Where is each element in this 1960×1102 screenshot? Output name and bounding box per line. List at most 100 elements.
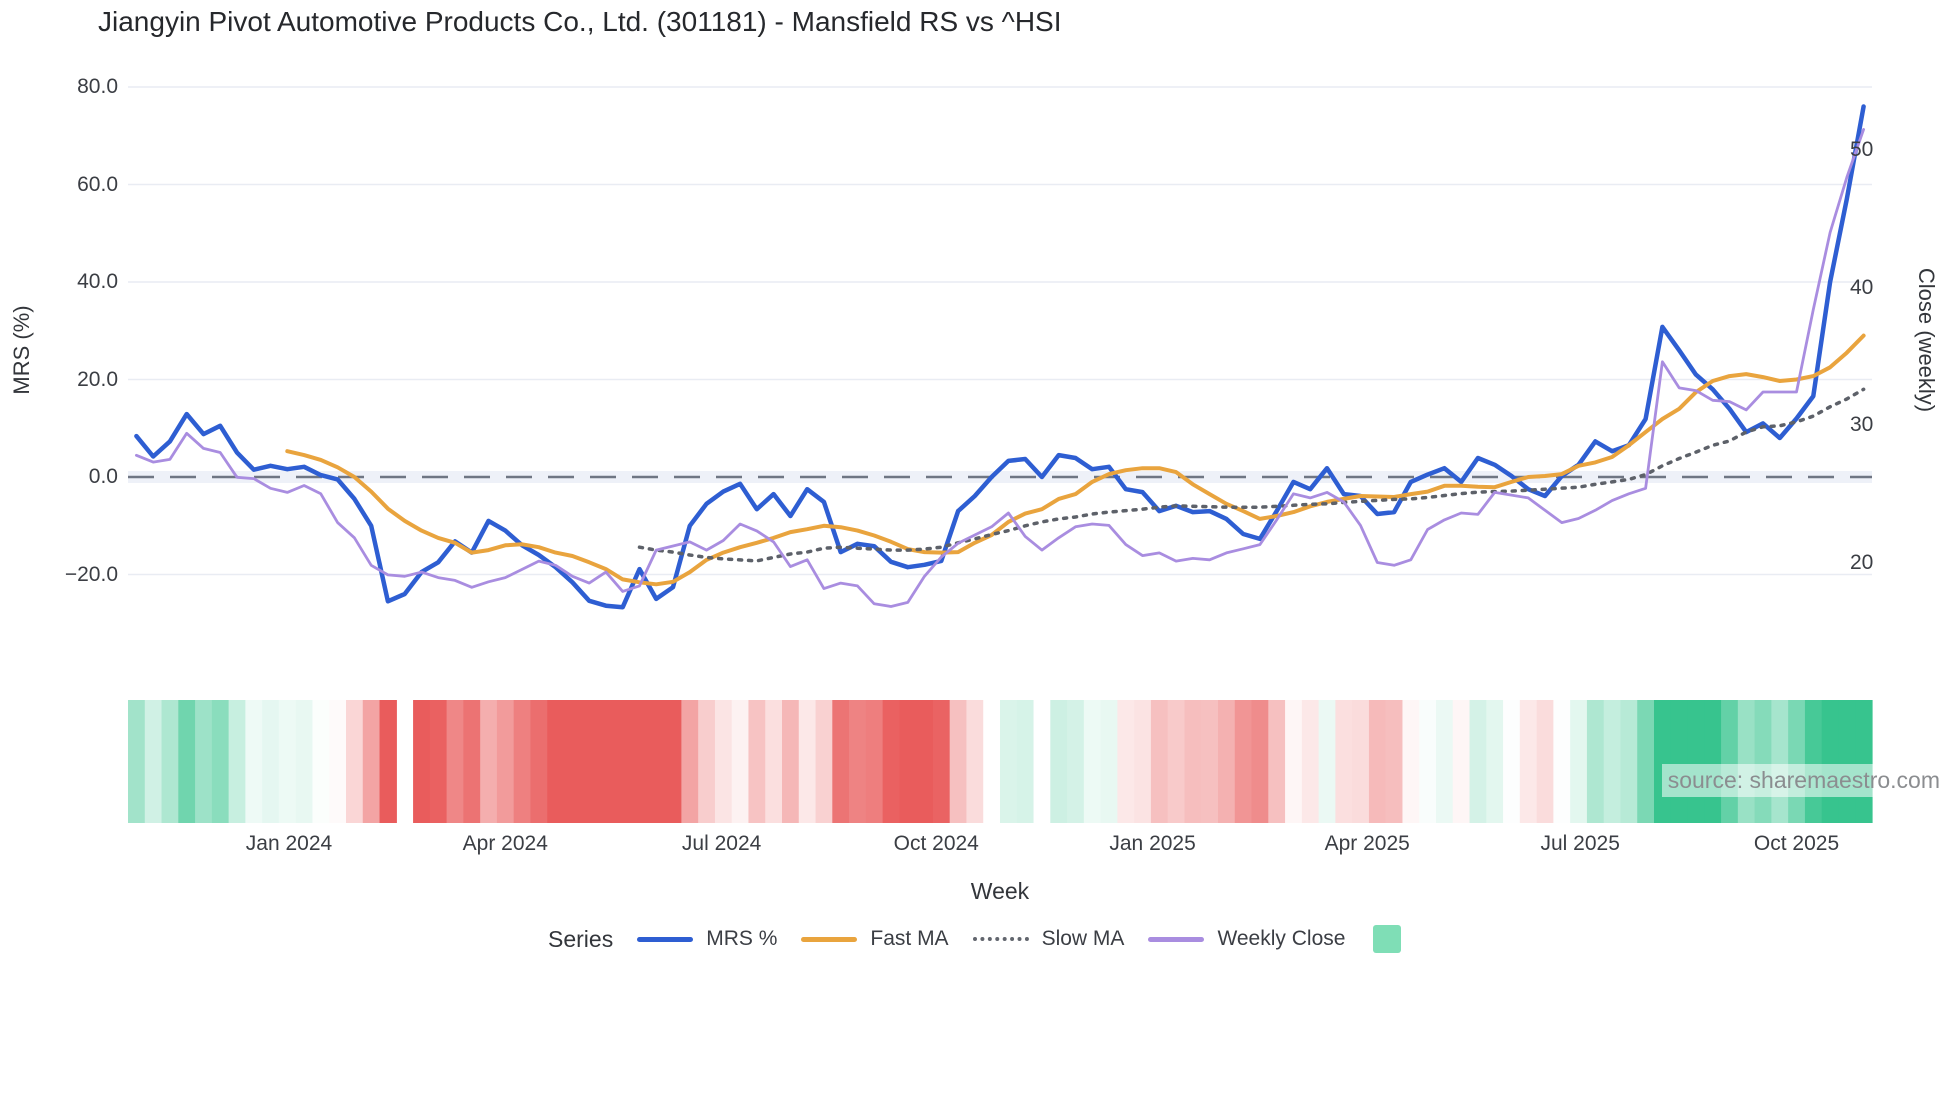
- heatmap-cell: [865, 700, 884, 823]
- chart-title: Jiangyin Pivot Automotive Products Co., …: [98, 6, 1062, 37]
- heatmap-cell: [161, 700, 179, 823]
- heatmap-cell: [1251, 700, 1269, 823]
- heatmap-cell: [1452, 700, 1471, 823]
- series-line-slow-ma: [637, 387, 1866, 563]
- x-tick-label: Jan 2024: [245, 832, 333, 855]
- heatmap-cell: [1318, 700, 1336, 823]
- heatmap-cell: [1050, 700, 1068, 823]
- heatmap-cell: [1586, 700, 1605, 823]
- left-tick-label: 0.0: [88, 465, 118, 488]
- x-axis-title: Week: [970, 878, 1030, 904]
- heatmap-cell: [262, 700, 280, 823]
- heatmap-cell: [1067, 700, 1085, 823]
- right-tick-label: 40: [1850, 275, 1874, 299]
- legend-item-fast-ma: Fast MA: [801, 927, 949, 951]
- heatmap-cell: [1670, 700, 1689, 823]
- heatmap-cell: [798, 700, 817, 823]
- watermark: source: sharemaestro.com: [1661, 764, 1946, 797]
- heatmap-cell: [1368, 700, 1387, 823]
- heatmap-cell: [413, 700, 431, 823]
- heatmap-cell: [1754, 700, 1772, 823]
- heatmap-cell: [379, 700, 397, 823]
- heatmap-cell: [782, 700, 800, 823]
- heatmap-cell: [1620, 700, 1638, 823]
- heatmap-cell: [1838, 700, 1856, 823]
- heatmap-cell: [815, 700, 833, 823]
- heatmap-cell: [1553, 700, 1571, 823]
- heatmap-cell: [580, 700, 599, 823]
- heatmap-cell: [1436, 700, 1454, 823]
- heatmap-cell: [1704, 700, 1722, 823]
- legend-swatch: [801, 936, 858, 942]
- heatmap-cell: [932, 700, 951, 823]
- heatmap-cell: [832, 700, 850, 823]
- x-tick-label: Jul 2024: [681, 832, 762, 855]
- right-tick-label: 50: [1850, 138, 1874, 161]
- heatmap-cell: [530, 700, 548, 823]
- right-tick-label: 30: [1850, 413, 1874, 436]
- heatmap-cell: [211, 700, 230, 823]
- heatmap-cell: [698, 700, 716, 823]
- heatmap-cell: [1469, 700, 1487, 823]
- x-tick-label: Jul 2025: [1540, 832, 1620, 855]
- legend-swatch: [637, 936, 694, 942]
- heatmap-cell: [1150, 700, 1169, 823]
- heatmap-cell: [429, 700, 448, 823]
- heatmap-cell: [1486, 700, 1504, 823]
- heatmap-cell: [1855, 700, 1873, 823]
- heatmap-cell: [144, 700, 163, 823]
- heatmap-cell: [1134, 700, 1152, 823]
- heatmap-cell: [681, 700, 699, 823]
- zero-band: [128, 471, 1872, 483]
- heatmap-cell: [245, 700, 263, 823]
- heatmap-cell: [1301, 700, 1320, 823]
- x-tick-label: Oct 2024: [893, 832, 979, 855]
- heatmap-cell: [714, 700, 733, 823]
- series-line-weekly-close: [135, 128, 1865, 608]
- heatmap-cell: [916, 700, 934, 823]
- heatmap-cell: [1804, 700, 1823, 823]
- legend-label: Fast MA: [870, 927, 949, 950]
- heatmap-cell: [949, 700, 968, 823]
- heatmap-cell: [899, 700, 917, 823]
- heatmap-cell: [1201, 700, 1219, 823]
- heatmap-cell: [597, 700, 615, 823]
- heatmap-cell: [1821, 700, 1840, 823]
- heatmap-cell: [1402, 700, 1420, 823]
- heatmap-cell: [1737, 700, 1756, 823]
- heatmap-cell: [1100, 700, 1118, 823]
- heatmap-cell: [128, 700, 146, 823]
- legend-label: Weekly Close: [1217, 927, 1346, 950]
- heatmap-cell: [195, 700, 213, 823]
- heatmap-cell: [849, 700, 867, 823]
- heatmap-cell: [1218, 700, 1236, 823]
- legend-label: MRS %: [706, 927, 778, 950]
- heatmap-cell: [1637, 700, 1655, 823]
- heatmap-cell: [1687, 700, 1705, 823]
- series-line-fast-ma: [285, 333, 1866, 587]
- heatmap-cell: [1234, 700, 1253, 823]
- heatmap-cell: [1519, 700, 1538, 823]
- legend-swatch: [1148, 936, 1205, 942]
- heatmap-cell: [1503, 700, 1521, 823]
- heatmap-cell: [547, 700, 565, 823]
- heatmap-cell: [1016, 700, 1035, 823]
- heatmap-cell: [1788, 700, 1806, 823]
- heatmap-cell: [1352, 700, 1370, 823]
- left-tick-label: −20.0: [64, 562, 118, 586]
- heatmap-cell: [1033, 700, 1051, 823]
- heatmap-cell: [983, 700, 1001, 823]
- heatmap-legend-swatch: [1373, 925, 1402, 953]
- heatmap-cell: [1570, 700, 1588, 823]
- right-tick-label: 20: [1850, 550, 1874, 574]
- heatmap-cell: [882, 700, 900, 823]
- legend-item-weekly-close: Weekly Close: [1148, 927, 1345, 951]
- heatmap-cell: [480, 700, 498, 823]
- heatmap-cell: [1654, 700, 1672, 823]
- legend-item-mrs-: MRS %: [637, 927, 777, 951]
- heatmap-cell: [748, 700, 766, 823]
- heatmap-cell: [178, 700, 196, 823]
- heatmap-cell: [1184, 700, 1202, 823]
- heatmap-cell: [1335, 700, 1353, 823]
